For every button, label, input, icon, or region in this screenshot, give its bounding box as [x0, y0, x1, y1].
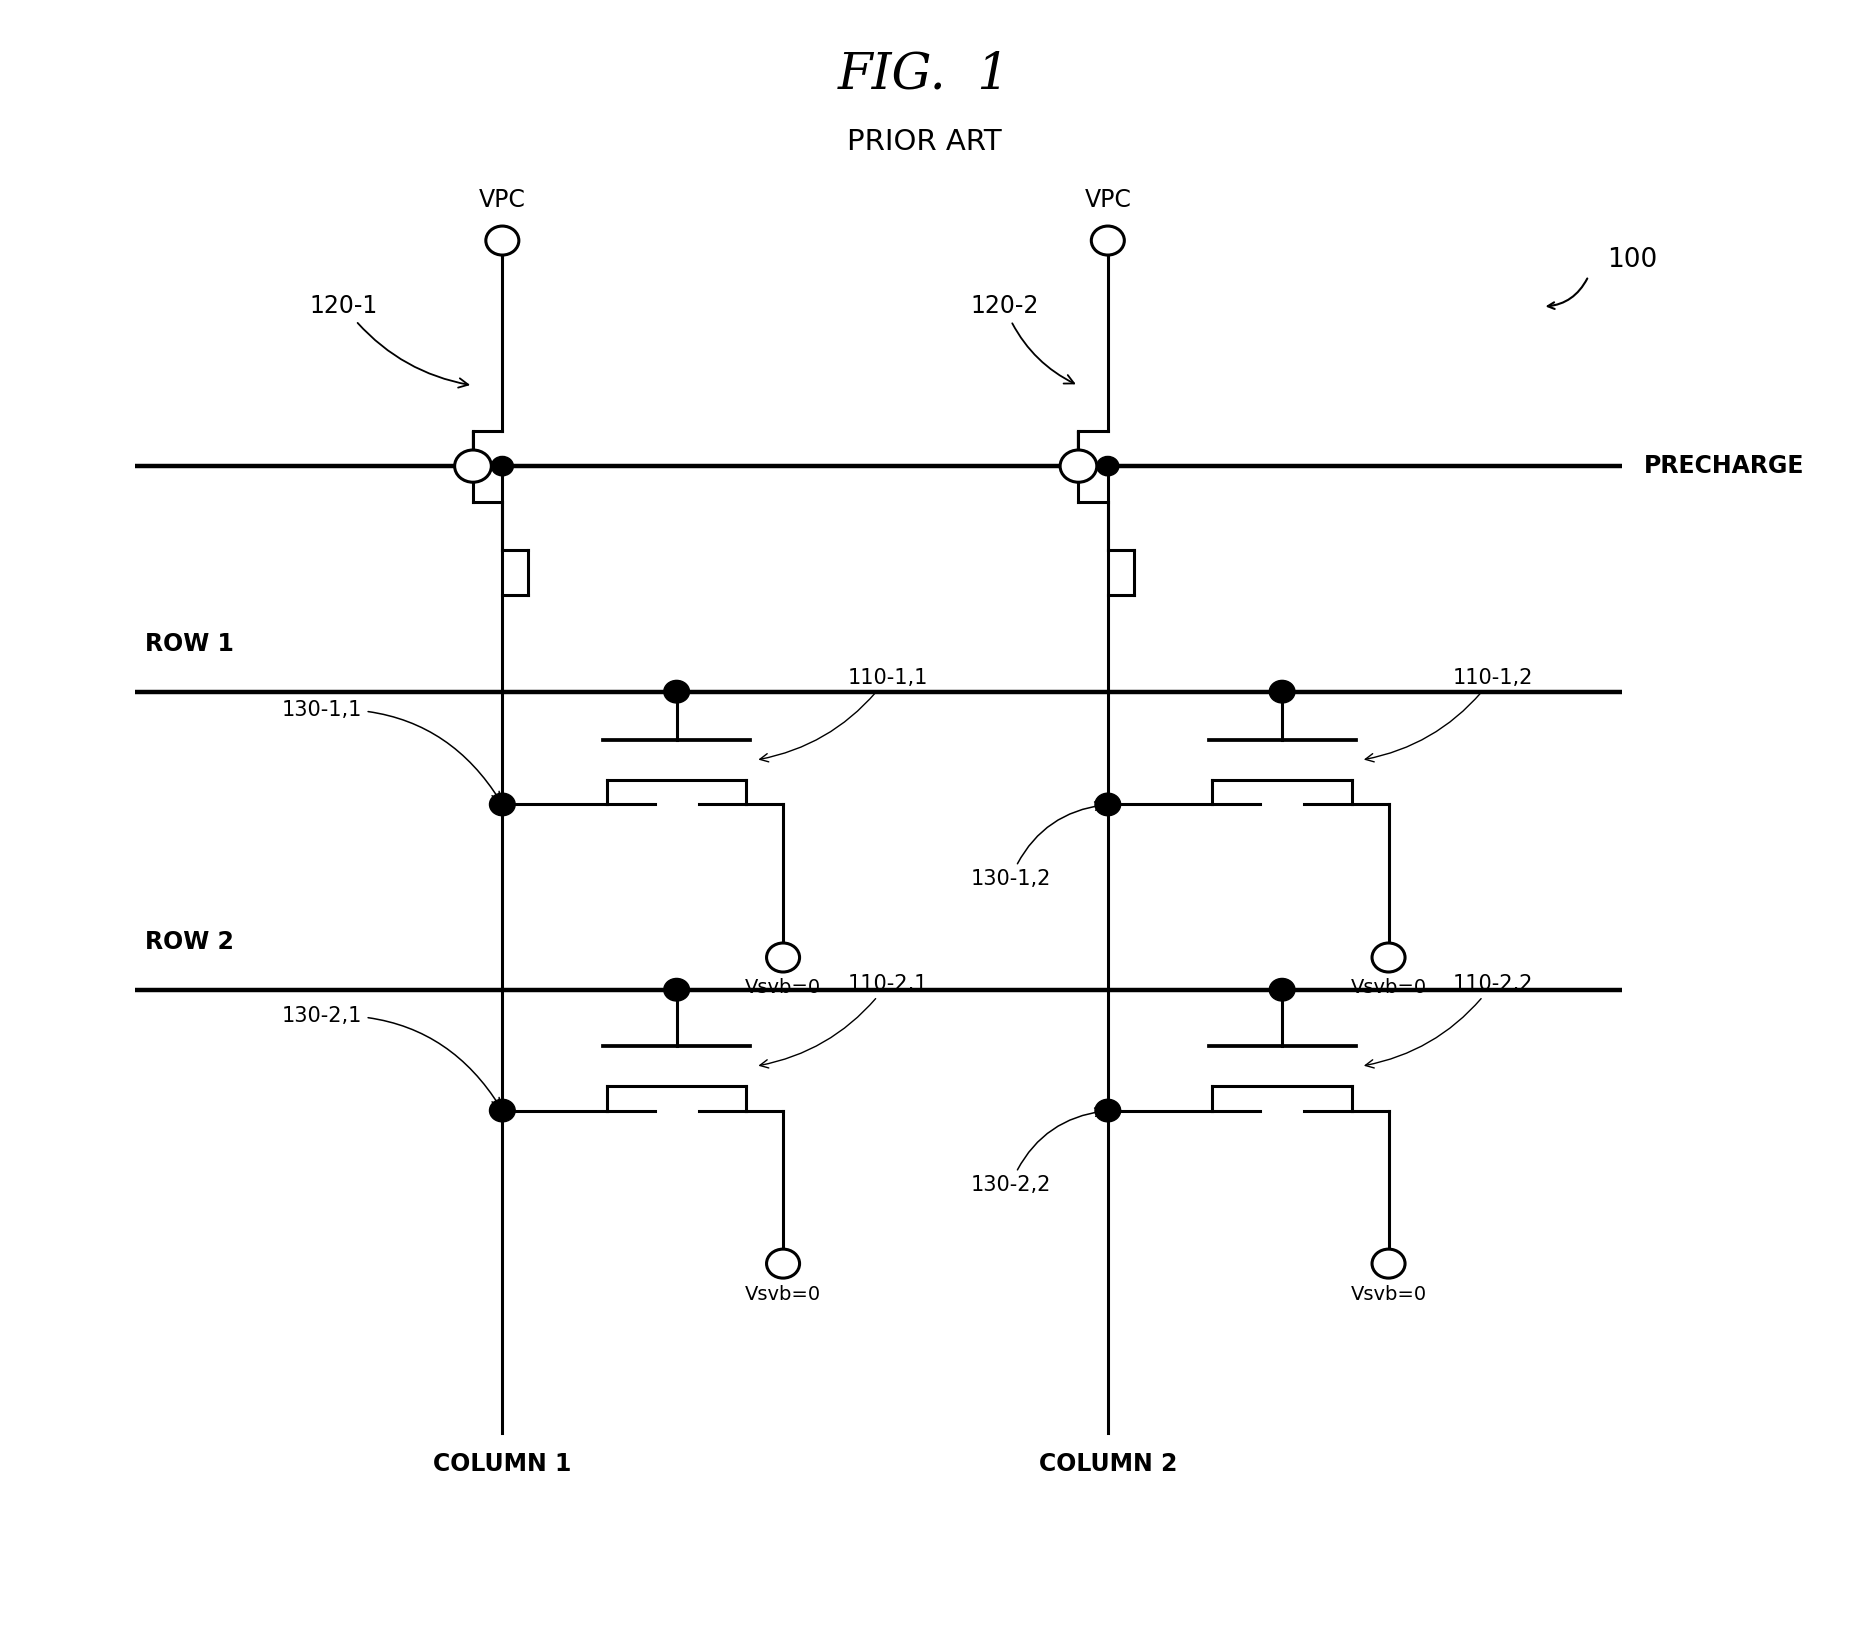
Circle shape — [766, 1250, 799, 1279]
Text: Vsvb=0: Vsvb=0 — [1350, 978, 1426, 998]
Circle shape — [664, 978, 690, 1001]
Text: 130-1,1: 130-1,1 — [282, 700, 501, 801]
Text: 110-2,2: 110-2,2 — [1365, 973, 1533, 1068]
Text: PRECHARGE: PRECHARGE — [1644, 453, 1804, 478]
Text: Vsvb=0: Vsvb=0 — [1350, 1284, 1426, 1303]
Circle shape — [486, 226, 519, 255]
Text: COLUMN 2: COLUMN 2 — [1038, 1453, 1177, 1476]
Text: ROW 2: ROW 2 — [145, 929, 234, 954]
Circle shape — [489, 793, 515, 816]
Circle shape — [1098, 457, 1118, 476]
Text: FIG.  1: FIG. 1 — [838, 50, 1010, 99]
Text: PRIOR ART: PRIOR ART — [847, 128, 1001, 156]
Text: VPC: VPC — [478, 187, 527, 211]
Text: 130-1,2: 130-1,2 — [970, 803, 1103, 889]
Text: 110-1,2: 110-1,2 — [1365, 668, 1533, 762]
Circle shape — [664, 681, 690, 704]
Circle shape — [766, 942, 799, 972]
Circle shape — [1060, 450, 1098, 483]
Text: 120-1: 120-1 — [310, 294, 469, 388]
Text: 110-2,1: 110-2,1 — [760, 973, 927, 1068]
Text: 130-2,1: 130-2,1 — [282, 1006, 501, 1107]
Text: Vsvb=0: Vsvb=0 — [745, 978, 821, 998]
Text: 120-2: 120-2 — [970, 294, 1073, 384]
Circle shape — [1270, 978, 1294, 1001]
Circle shape — [1270, 681, 1294, 704]
Text: 110-1,1: 110-1,1 — [760, 668, 927, 762]
Circle shape — [1092, 226, 1124, 255]
Circle shape — [454, 450, 491, 483]
Circle shape — [1372, 1250, 1405, 1279]
Circle shape — [489, 1098, 515, 1121]
FancyArrowPatch shape — [1548, 278, 1587, 309]
Text: 100: 100 — [1607, 247, 1657, 273]
Text: 130-2,2: 130-2,2 — [970, 1108, 1103, 1194]
Text: COLUMN 1: COLUMN 1 — [434, 1453, 571, 1476]
Circle shape — [1096, 793, 1120, 816]
Circle shape — [1372, 942, 1405, 972]
Text: VPC: VPC — [1085, 187, 1131, 211]
Text: Vsvb=0: Vsvb=0 — [745, 1284, 821, 1303]
Circle shape — [491, 457, 514, 476]
Text: ROW 1: ROW 1 — [145, 632, 234, 656]
Circle shape — [1096, 1098, 1120, 1121]
